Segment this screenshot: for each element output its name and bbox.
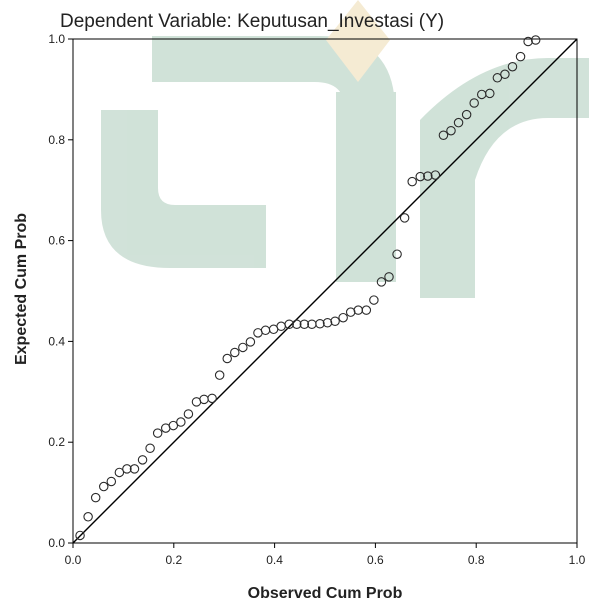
data-point bbox=[500, 69, 510, 80]
data-point bbox=[183, 409, 194, 419]
data-point bbox=[106, 476, 117, 487]
data-point bbox=[299, 319, 310, 330]
y-tick-label: 0.8 bbox=[48, 133, 65, 147]
data-point bbox=[284, 319, 294, 330]
data-point bbox=[176, 417, 186, 427]
data-point bbox=[407, 176, 417, 187]
plot-frame bbox=[72, 38, 578, 544]
data-points bbox=[75, 35, 541, 541]
data-point bbox=[83, 512, 93, 522]
y-tick-label: 0.0 bbox=[48, 536, 65, 550]
x-tick-label: 0.8 bbox=[468, 553, 485, 567]
data-point bbox=[75, 530, 85, 541]
x-tick-label: 0.2 bbox=[165, 553, 182, 567]
x-axis: 0.0 0.2 0.4 0.6 0.8 1.0 bbox=[65, 543, 586, 567]
x-axis-title: Observed Cum Prob bbox=[248, 585, 403, 602]
data-point bbox=[292, 319, 302, 330]
y-tick-label: 0.4 bbox=[48, 334, 65, 348]
data-point bbox=[415, 171, 426, 182]
y-tick-label: 0.2 bbox=[48, 435, 65, 449]
data-point bbox=[129, 464, 140, 474]
data-point bbox=[376, 277, 387, 287]
data-point bbox=[214, 370, 225, 380]
data-point bbox=[430, 170, 441, 180]
data-point bbox=[260, 325, 271, 336]
data-point bbox=[384, 272, 394, 282]
data-point bbox=[230, 347, 240, 358]
data-point bbox=[438, 130, 449, 141]
data-point bbox=[515, 51, 526, 62]
data-point bbox=[469, 98, 479, 108]
data-point bbox=[492, 73, 503, 83]
data-point bbox=[446, 125, 456, 136]
x-tick-label: 0.0 bbox=[65, 553, 82, 567]
data-point bbox=[423, 171, 433, 181]
data-point bbox=[530, 35, 541, 45]
data-point bbox=[461, 109, 472, 120]
watermark-logo bbox=[101, 0, 589, 298]
data-point bbox=[392, 249, 402, 259]
data-point bbox=[485, 88, 495, 99]
data-point bbox=[222, 353, 232, 364]
data-point bbox=[152, 428, 163, 438]
data-point bbox=[453, 117, 464, 128]
data-point bbox=[322, 318, 333, 328]
data-point bbox=[238, 342, 248, 353]
data-point bbox=[507, 61, 518, 72]
y-axis: 0.0 0.2 0.4 0.6 0.8 1.0 bbox=[48, 32, 73, 550]
reference-line bbox=[72, 38, 578, 544]
data-point bbox=[207, 393, 217, 404]
data-point bbox=[330, 316, 340, 326]
data-point bbox=[122, 464, 132, 474]
data-point bbox=[276, 321, 286, 332]
data-point bbox=[399, 213, 410, 223]
data-point bbox=[315, 319, 325, 329]
data-point bbox=[523, 36, 533, 47]
data-point bbox=[338, 312, 348, 323]
data-point bbox=[98, 481, 109, 492]
data-point bbox=[199, 394, 209, 405]
x-tick-label: 0.6 bbox=[367, 553, 384, 567]
y-tick-label: 1.0 bbox=[48, 32, 65, 46]
data-point bbox=[361, 305, 372, 315]
y-axis-title: Expected Cum Prob bbox=[13, 213, 30, 365]
y-tick-label: 0.6 bbox=[48, 234, 65, 248]
data-point bbox=[168, 420, 179, 431]
x-tick-label: 1.0 bbox=[569, 553, 586, 567]
data-point bbox=[145, 443, 155, 453]
data-point bbox=[245, 337, 256, 347]
data-point bbox=[353, 305, 364, 315]
data-point bbox=[369, 295, 379, 305]
x-tick-label: 0.4 bbox=[266, 553, 283, 567]
data-point bbox=[90, 492, 101, 503]
data-point bbox=[137, 455, 148, 465]
chart-title: Dependent Variable: Keputusan_Investasi … bbox=[60, 11, 444, 32]
data-point bbox=[114, 467, 125, 478]
